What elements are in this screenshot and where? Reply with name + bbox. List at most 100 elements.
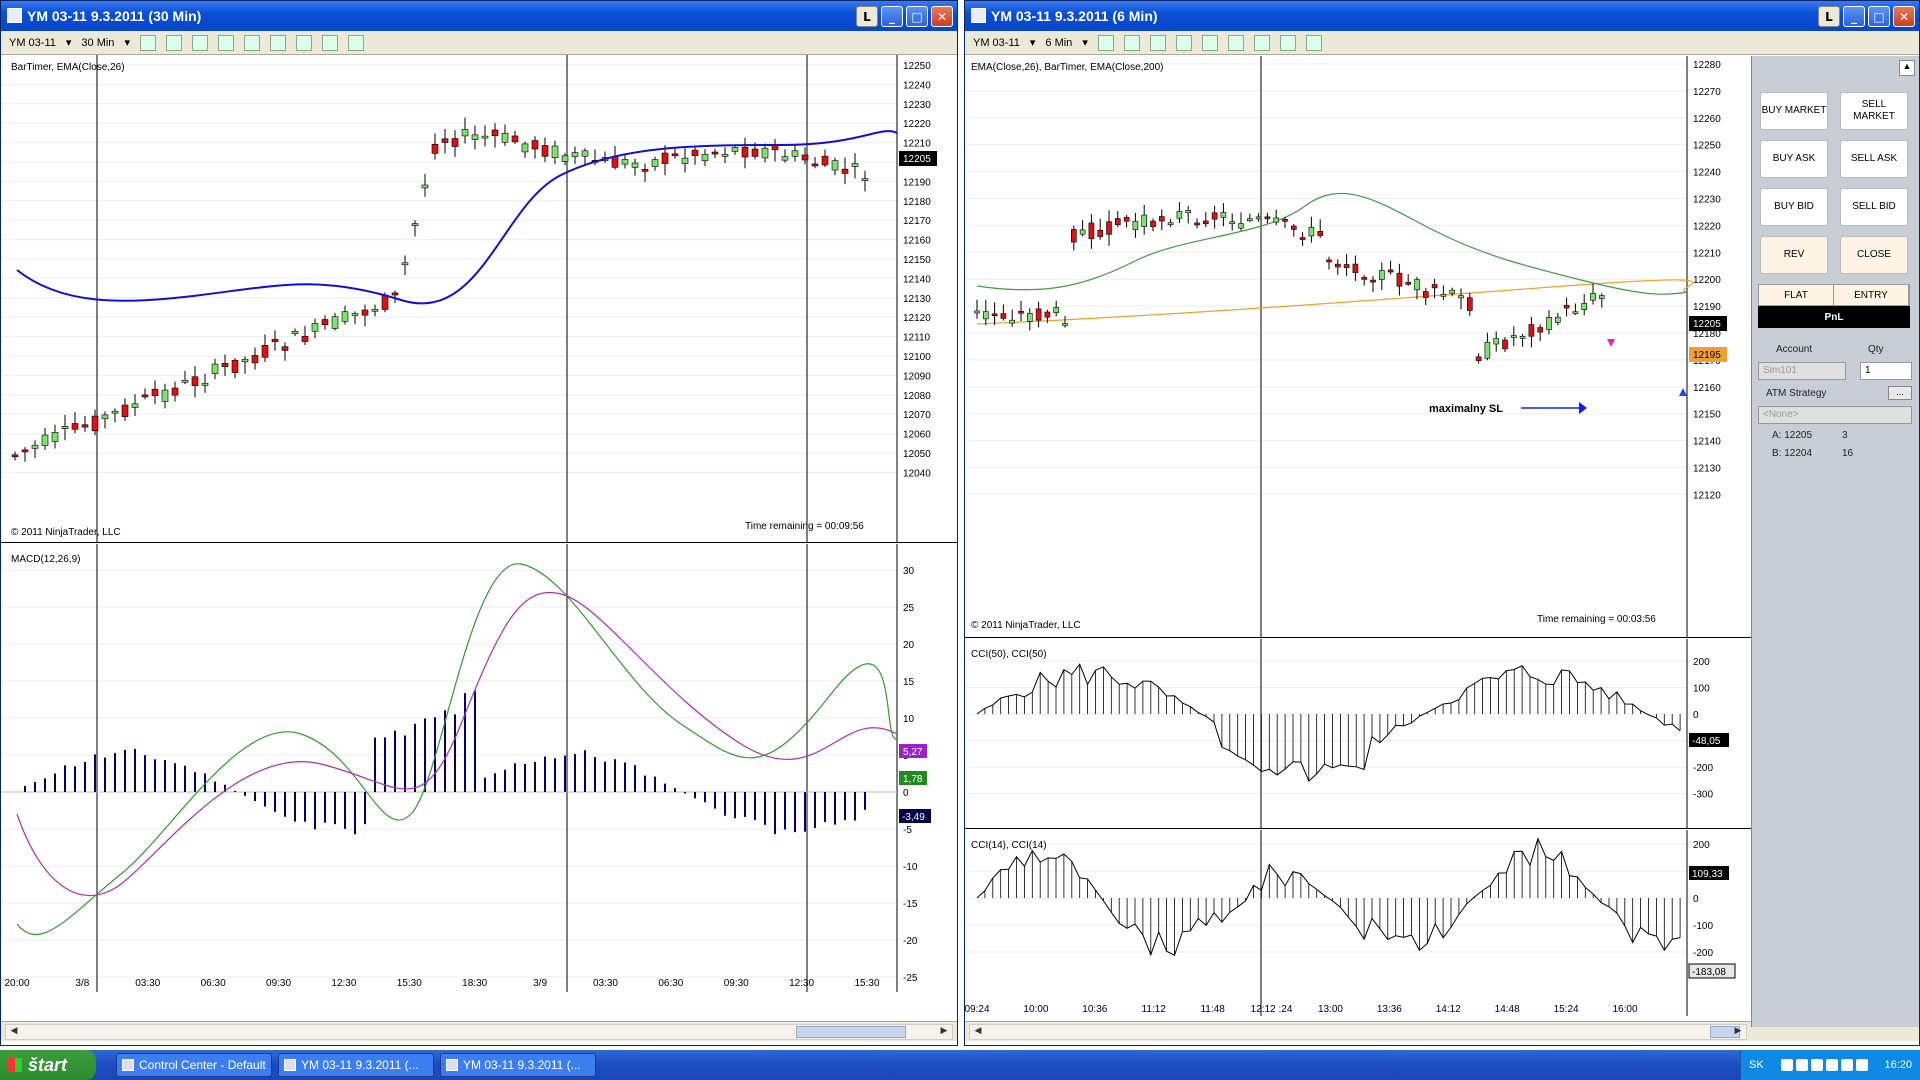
scroll-thumb[interactable] [1710,1026,1740,1038]
bar-type-icon[interactable] [1097,34,1114,51]
candle-body [301,335,309,342]
interval-selector[interactable]: 30 Min [81,36,115,49]
scroll-left-icon[interactable]: ◀ [10,1025,18,1035]
close-position-button[interactable]: CLOSE [1840,236,1908,274]
y-tick-label: -100 [1693,921,1713,932]
indicators-icon[interactable] [295,34,312,51]
macd-panel[interactable]: 302520151050-5-10-15-20-25 5,27 1,78 -3,… [1,544,957,992]
candle-body [631,162,639,168]
link-button[interactable]: L [1818,6,1840,27]
instrument-selector[interactable]: YM 03-11 [973,36,1020,49]
sell-bid-button[interactable]: SELL BID [1840,188,1908,226]
drawing-tool-icon[interactable] [1123,34,1140,51]
zoom-out-icon[interactable] [1201,34,1218,51]
y-tick-label: 12260 [1693,114,1721,125]
indicator-label: EMA(Close,26), BarTimer, EMA(Close,200) [971,62,1164,73]
chart-app-icon [7,8,22,23]
chart-icon [446,1059,458,1071]
scroll-right-icon[interactable]: ▶ [940,1025,948,1035]
interval-selector[interactable]: 6 Min [1045,36,1073,49]
last-price-label: 12205 [1693,319,1721,330]
candle-body [11,454,19,458]
flat-button[interactable]: FLAT [1759,285,1834,305]
sell-ask-button[interactable]: SELL ASK [1840,140,1908,178]
chart-toolbar: YM 03-11 ▾ 6 Min ▾ [965,31,1919,55]
sell-market-button[interactable]: SELL MARKET [1840,92,1908,130]
x-tick-label: 09:24 [965,1004,990,1015]
account-select[interactable]: Sim101 [1758,362,1846,380]
chart-trader-icon[interactable] [1253,34,1270,51]
collapse-icon[interactable]: ▲ [1899,60,1915,76]
chevron-down-icon[interactable]: ▾ [124,37,130,49]
chevron-down-icon[interactable]: ▾ [1082,37,1088,49]
tray-icon[interactable] [1840,1059,1853,1071]
close-button[interactable]: ✕ [931,6,953,27]
data-box-icon[interactable] [1305,34,1322,51]
candle-body [1097,229,1103,237]
scroll-thumb[interactable] [796,1026,906,1038]
indicators-icon[interactable] [1279,34,1296,51]
candle-body [381,294,389,310]
zoom-in-icon[interactable] [1175,34,1192,51]
buy-ask-button[interactable]: BUY ASK [1760,140,1828,178]
candle-body [261,345,269,358]
buy-market-button[interactable]: BUY MARKET [1760,92,1828,130]
price-panel[interactable]: 12280 12270 12260 12250 12240 12230 12220 12210… [965,56,1751,638]
taskbar-item-chart-1[interactable]: YM 03-11 9.3.2011 (... [278,1053,434,1077]
start-button[interactable]: štart [0,1050,96,1080]
chevron-down-icon[interactable]: ▾ [65,37,72,49]
bid-label: B: 12204 [1772,448,1813,459]
bar-type-icon[interactable] [139,34,156,51]
globe-icon[interactable] [1149,34,1166,51]
candle-body [1563,304,1570,309]
entry-button[interactable]: ENTRY [1834,285,1909,305]
data-box-icon[interactable] [347,34,364,51]
y-tick-label: 12200 [1693,275,1721,286]
tray-icon[interactable] [1855,1059,1868,1071]
candle-body [1203,220,1209,225]
tray-icon[interactable] [1795,1059,1808,1071]
zoom-in-icon[interactable] [191,34,208,51]
language-indicator[interactable]: SK [1749,1059,1764,1071]
horizontal-scrollbar[interactable]: ◀ ▶ [965,1021,1919,1041]
buy-bid-button[interactable]: BUY BID [1760,188,1828,226]
minimize-button[interactable]: _ [881,6,903,27]
maximize-button[interactable]: □ [1868,6,1890,27]
minimize-button[interactable]: _ [1843,6,1865,27]
instrument-selector[interactable]: YM 03-11 [9,36,56,49]
close-button[interactable]: ✕ [1893,6,1915,27]
taskbar-item-chart-2[interactable]: YM 03-11 9.3.2011 (... [440,1053,596,1077]
candle-body [521,143,529,153]
qty-stepper[interactable]: 1 [1860,362,1912,380]
reverse-button[interactable]: REV [1760,236,1828,274]
scroll-right-icon[interactable]: ▶ [1734,1025,1742,1035]
chevron-down-icon[interactable]: ▾ [1029,37,1036,49]
taskbar-item-control-center[interactable]: Control Center - Default [116,1053,272,1077]
price-panel[interactable]: 1225012240122301222012210122001219012180… [1,55,957,543]
atm-strategy-select[interactable]: <None> [1758,406,1912,424]
drawing-tool-icon[interactable] [165,34,182,51]
link-button[interactable]: L [856,6,878,27]
candle-body [251,355,259,364]
scroll-left-icon[interactable]: ◀ [974,1025,982,1035]
zoom-out-icon[interactable] [217,34,234,51]
globe-icon[interactable] [243,34,260,51]
maximize-button[interactable]: □ [906,6,928,27]
title-bar[interactable]: YM 03-11 9.3.2011 (30 Min) L _ □ ✕ [1,1,957,31]
tray-icon[interactable] [1810,1059,1823,1071]
atm-options-button[interactable]: ... [1888,386,1912,400]
tray-icon[interactable] [1780,1059,1793,1071]
candle-body [1537,327,1544,333]
horizontal-scrollbar[interactable]: ◀ ▶ [1,1021,957,1041]
y-tick-label: 12130 [1693,464,1721,475]
tray-icon[interactable] [1825,1059,1838,1071]
y-tick-label: 12130 [903,294,931,305]
properties-icon[interactable] [269,34,286,51]
properties-icon[interactable] [1227,34,1244,51]
strategies-icon[interactable] [321,34,338,51]
title-bar[interactable]: YM 03-11 9.3.2011 (6 Min) L _ □ ✕ [965,1,1919,31]
candle-body [501,132,509,143]
candle-body [1449,289,1456,294]
